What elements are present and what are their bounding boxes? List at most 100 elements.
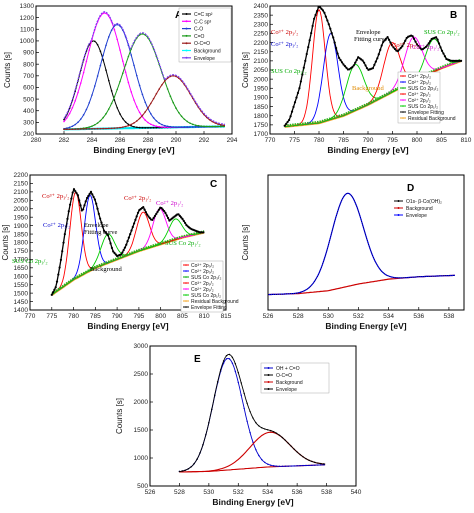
peak-point-5 xyxy=(119,126,121,129)
envelope-point xyxy=(129,232,132,236)
envelope-point xyxy=(147,215,150,218)
peak-line-5 xyxy=(64,75,226,130)
x-tick-label: 800 xyxy=(412,137,423,144)
peak-point-5 xyxy=(110,127,113,130)
peak-point-1 xyxy=(255,449,257,451)
peak-point-2 xyxy=(161,126,163,128)
peak-point-2 xyxy=(147,121,149,124)
envelope-point xyxy=(379,48,382,51)
peak-point-5 xyxy=(116,127,118,129)
envelope-point xyxy=(131,225,134,229)
chart-b: 770 775 780 785 790 795 800 805 810 1700 1750 1800 1… xyxy=(241,3,472,155)
peak-point-3 xyxy=(110,29,113,32)
envelope-point xyxy=(380,44,383,47)
envelope-point xyxy=(308,39,311,42)
y-tick-label: 2500 xyxy=(134,371,149,378)
peak-point-1 xyxy=(305,464,307,467)
envelope-point xyxy=(199,452,201,454)
y-tick-label: 1550 xyxy=(14,282,29,289)
envelope-point xyxy=(95,202,98,205)
panel-letter: E xyxy=(194,354,201,365)
envelope-point xyxy=(78,199,81,202)
peak-point-2 xyxy=(113,28,116,31)
annotation-label: Co²⁺ 2p₃/₂ xyxy=(271,41,298,48)
annotation-label: Co³⁺ 2p₃/₂ xyxy=(271,29,298,36)
envelope-point xyxy=(272,431,275,433)
legend-marker xyxy=(267,374,270,376)
peak-point-1 xyxy=(269,464,272,466)
y-tick-label: 1500 xyxy=(134,427,149,434)
legend-label: Residual Background xyxy=(408,116,456,122)
legend-label: Co³⁺ 2p₃/₂ xyxy=(408,74,431,80)
peak-point-1 xyxy=(287,465,290,467)
x-tick-label: 526 xyxy=(145,489,156,496)
peak-point-1 xyxy=(237,381,239,384)
peak-point-2 xyxy=(150,123,152,126)
plot-frame xyxy=(267,174,465,311)
annotation-label: Background xyxy=(352,85,385,92)
peak-point-5 xyxy=(94,127,96,130)
x-tick-label: 294 xyxy=(227,137,238,144)
peak-point-2 xyxy=(144,119,146,121)
y-tick-label: 2300 xyxy=(254,21,269,28)
chart-d: 526 528 530 532 534 536 538 Binding Energy [eV]… xyxy=(241,174,465,331)
envelope-point xyxy=(65,225,68,228)
envelope-point xyxy=(301,73,304,76)
x-tick-label: 805 xyxy=(177,313,188,320)
envelope-point xyxy=(50,293,53,296)
legend-box xyxy=(178,7,232,63)
legend-marker xyxy=(185,276,187,278)
y-axis-label: Counts [s] xyxy=(1,224,10,260)
envelope-point xyxy=(161,208,164,211)
x-tick-label: 288 xyxy=(143,137,154,144)
legend-marker xyxy=(185,34,188,37)
peak-point-3 xyxy=(175,126,177,128)
legend-marker xyxy=(185,306,187,308)
peak-point-1 xyxy=(147,126,149,129)
peak-point-5 xyxy=(141,114,144,117)
x-tick-label: 795 xyxy=(387,137,398,144)
peak-point-5 xyxy=(172,75,174,77)
peak-point-1 xyxy=(102,59,104,61)
peak-point-5 xyxy=(113,127,116,129)
peak-point-3 xyxy=(186,126,188,128)
peak-point-4 xyxy=(186,120,188,123)
legend-marker xyxy=(402,75,404,77)
envelope-point xyxy=(160,206,163,210)
x-tick-label: 292 xyxy=(199,137,210,144)
envelope-point xyxy=(414,40,417,43)
envelope-point xyxy=(364,64,367,67)
y-tick-label: 500 xyxy=(137,483,148,490)
envelope-point xyxy=(439,46,442,49)
peak-point-3 xyxy=(91,94,93,96)
peak-point-2 xyxy=(138,111,141,114)
envelope-point xyxy=(411,35,414,38)
peak-point-1 xyxy=(141,126,144,129)
envelope-point xyxy=(54,286,57,289)
envelope-point xyxy=(398,48,401,51)
envelope-point xyxy=(231,356,234,359)
peak-point-4 xyxy=(138,34,141,36)
envelope-point xyxy=(440,49,444,52)
annotation-label: SUS Co 2p₃/₂ xyxy=(12,258,48,265)
envelope-point xyxy=(313,17,316,20)
envelope-point xyxy=(182,219,185,222)
legend-label: SUS Co 2p₃/₂ xyxy=(191,275,221,281)
peak-point-3 xyxy=(183,126,186,128)
peak-point-5 xyxy=(178,77,180,79)
x-axis-label: Binding Energy [eV] xyxy=(327,145,408,155)
envelope-point xyxy=(412,37,416,41)
peak-point-1 xyxy=(152,126,155,129)
peak-point-1 xyxy=(284,465,287,467)
envelope-point xyxy=(324,15,327,18)
residual-background-line xyxy=(284,58,462,126)
y-tick-label: 1000 xyxy=(134,455,149,462)
x-tick-label: 282 xyxy=(59,137,70,144)
envelope-point xyxy=(293,101,297,104)
envelope-point xyxy=(402,42,405,45)
legend-marker xyxy=(397,200,400,202)
peak-point-2 xyxy=(88,49,90,51)
x-tick-label: 280 xyxy=(31,137,42,144)
x-tick-label: 770 xyxy=(25,313,36,320)
envelope-point xyxy=(123,246,127,249)
